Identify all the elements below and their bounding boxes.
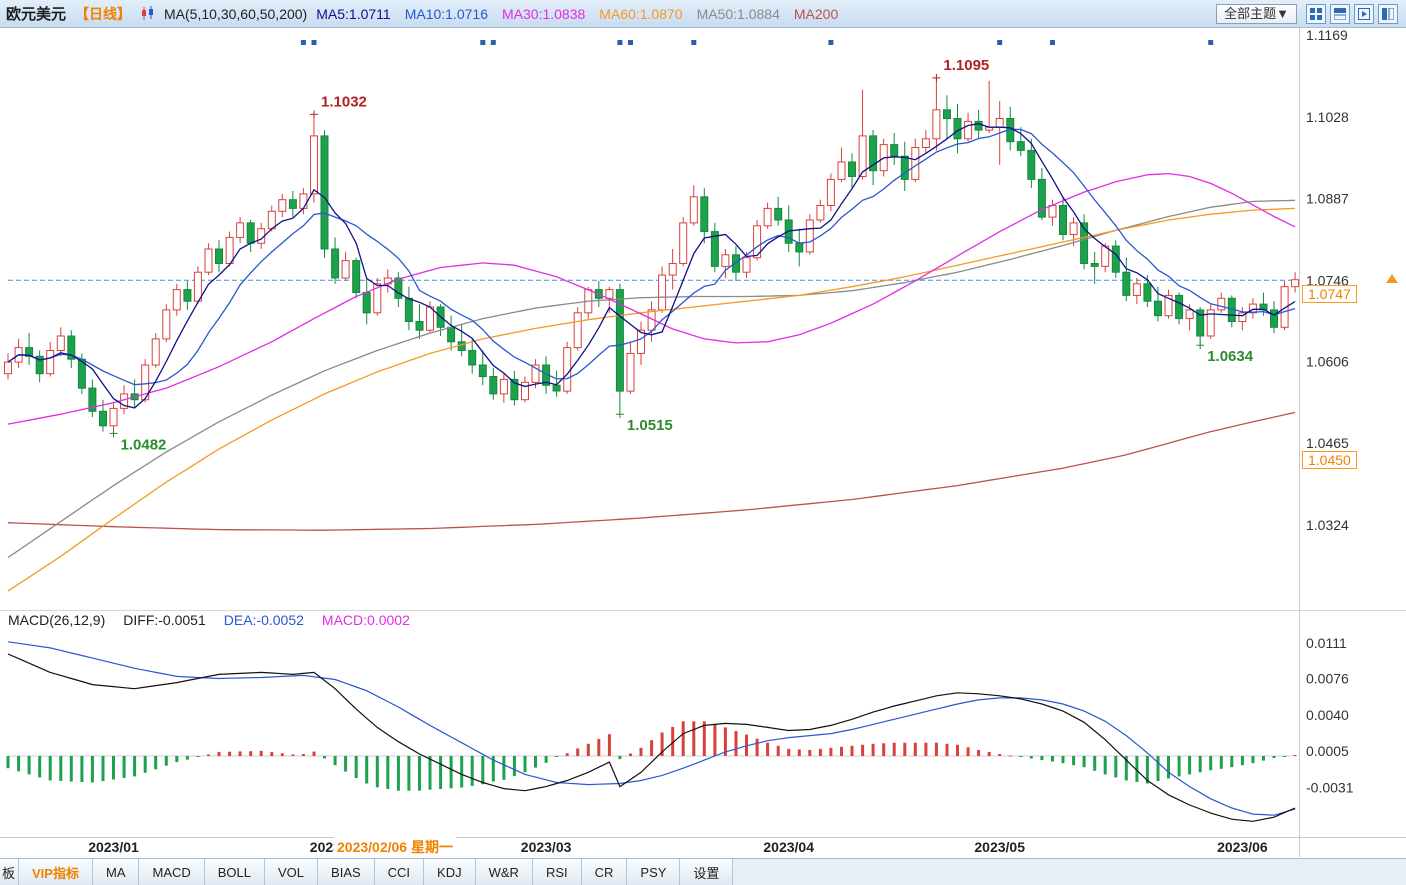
ma-value-ma50: MA50:1.0884 (696, 5, 780, 22)
ma-value-ma60: MA60:1.0870 (599, 5, 683, 22)
macd-diff-line (7, 653, 1296, 822)
toolbar-tab-bias[interactable]: BIAS (318, 859, 375, 885)
ma-line-ma5 (7, 123, 1296, 409)
macd-dea-value: DEA:-0.0052 (223, 612, 304, 628)
event-marker-dot (828, 40, 834, 45)
event-markers (300, 40, 1214, 45)
extreme-cross-marker (932, 73, 941, 82)
time-axis-label: 2023/04 (763, 839, 814, 855)
reference-arrow-icon (1386, 274, 1398, 283)
price-axis-label: 1.1169 (1306, 27, 1348, 43)
toolbar-tab-ma[interactable]: MA (92, 859, 140, 885)
price-axis-label: 1.0606 (1306, 354, 1349, 370)
layout-icons (1306, 3, 1398, 24)
toolbar-tab-rsi[interactable]: RSI (532, 859, 582, 885)
time-axis-labels: 2023/012023/022023/032023/042023/052023/… (88, 839, 1268, 855)
macd-dea-line (7, 641, 1296, 816)
theme-selector-button[interactable]: 全部主题▼ (1216, 3, 1297, 24)
toolbar-tab-cr[interactable]: CR (581, 859, 628, 885)
time-axis-label: 2023/05 (974, 839, 1025, 855)
macd-histogram (6, 721, 1297, 791)
event-marker-dot (300, 40, 306, 45)
macd-title: MACD(26,12,9) (8, 612, 106, 628)
split-horizontal-icon[interactable] (1330, 3, 1350, 24)
ma-line-ma10 (7, 128, 1296, 386)
ma-values: MA5:1.0711 MA10:1.0716 MA30:1.0838 MA60:1.0… (316, 6, 838, 22)
extreme-cross-marker (109, 429, 118, 438)
price-axis-label: 1.0465 (1306, 435, 1349, 451)
period-label[interactable]: 【日线】 (75, 5, 132, 22)
macd-diff-value: DIFF:-0.0051 (123, 612, 206, 628)
toolbar-tab-vol[interactable]: VOL (265, 859, 319, 885)
macd-axis-labels: 0.0111 0.0076 0.0040 0.0005 -0.0031 (1306, 635, 1354, 796)
extreme-cross-marker (615, 410, 624, 419)
event-marker-dot (490, 40, 496, 45)
toolbar-tab-macd[interactable]: MACD (139, 859, 205, 885)
ma-value-ma30: MA30:1.0838 (502, 5, 586, 22)
event-marker-dot (1208, 40, 1214, 45)
symbol-name: 欧元美元 (6, 6, 67, 23)
event-marker-dot (480, 40, 486, 45)
last-price-badge: 1.0747 (1302, 285, 1357, 303)
grid-layout-icon[interactable] (1306, 3, 1326, 24)
event-marker-dot (628, 40, 633, 45)
panel-separators (0, 28, 1406, 857)
toolbar-tab-kdj[interactable]: KDJ (424, 859, 476, 885)
extreme-price-label: 1.0515 (627, 417, 673, 434)
extreme-cross-marker (1196, 341, 1205, 350)
time-axis-label: 2023/01 (88, 839, 139, 855)
price-axis-label: 1.0746 (1306, 272, 1349, 288)
price-axis-label: 1.0887 (1306, 191, 1349, 207)
time-axis-label: 2023/03 (521, 839, 572, 855)
ma-value-ma10: MA10:1.0716 (404, 5, 488, 22)
event-marker-dot (691, 40, 697, 45)
ma-settings-label: MA(5,10,30,60,50,200) (164, 5, 308, 22)
toolbar-tab-板[interactable]: 板 (0, 859, 20, 885)
extreme-price-label: 1.0482 (121, 436, 167, 453)
alert-price-badge: 1.0450 (1302, 451, 1357, 469)
extreme-price-label: 1.0634 (1207, 348, 1254, 365)
toolbar-tab-cci[interactable]: CCI (374, 859, 425, 885)
extreme-price-label: 1.1095 (943, 57, 989, 74)
price-axis-label: 1.0324 (1306, 517, 1349, 533)
toolbar-tab-w&r[interactable]: W&R (475, 859, 533, 885)
ma-value-ma5: MA5:1.0711 (316, 5, 391, 22)
crosshair-date-label: 2023/02/06 星期一 (334, 837, 456, 857)
macd-macd-value: MACD:0.0002 (321, 612, 410, 628)
ma-line-ma50 (7, 199, 1296, 559)
ma-line-ma200 (7, 411, 1296, 531)
split-vertical-icon[interactable] (1378, 3, 1398, 24)
price-axis-label: 1.1028 (1306, 109, 1349, 125)
macd-axis-label: -0.0031 (1306, 780, 1354, 796)
extreme-cross-marker (310, 110, 318, 119)
ma-value-ma200: MA200 (793, 5, 839, 22)
indicator-toolbar: 板 VIP指标 MA MACD BOLL VOL BIAS CCI KDJ W&R RSI CR PSY… (0, 858, 1406, 885)
macd-axis-label: 0.0005 (1306, 743, 1349, 759)
event-marker-dot (1050, 40, 1055, 45)
candlestick-icon (140, 6, 155, 21)
event-marker-dot (997, 40, 1003, 45)
event-marker-dot (311, 40, 317, 45)
time-axis-label: 2023/06 (1217, 839, 1268, 855)
macd-axis-label: 0.0040 (1306, 707, 1349, 723)
macd-axis-label: 0.0076 (1306, 671, 1349, 687)
candlestick-layer (4, 77, 1300, 434)
extreme-price-label: 1.1032 (321, 93, 367, 110)
toolbar-tab-设置[interactable]: 设置 (680, 859, 734, 885)
event-marker-dot (617, 40, 623, 45)
ma-line-ma60 (7, 207, 1296, 592)
chart-header: 欧元美元 【日线】 MA(5,10,30,60,50,200) MA5:1.07… (0, 0, 1406, 28)
next-chart-icon[interactable] (1354, 3, 1374, 24)
toolbar-tab-psy[interactable]: PSY (627, 859, 681, 885)
toolbar-tab-boll[interactable]: BOLL (204, 859, 266, 885)
extreme-annotations: 1.1032 1.1095 1.0482 1.0515 1.0634 (109, 57, 1254, 453)
price-axis-labels: 1.1169 1.1028 1.0887 1.0746 1.0606 1.0465 1.03… (1306, 27, 1349, 533)
macd-axis-label: 0.0111 (1306, 635, 1347, 651)
toolbar-tab-vip指标[interactable]: VIP指标 (19, 859, 93, 885)
ma-line-ma30 (7, 172, 1296, 425)
macd-header: MACD(26,12,9) DIFF:-0.0051 DEA:-0.0052 M… (8, 612, 410, 628)
